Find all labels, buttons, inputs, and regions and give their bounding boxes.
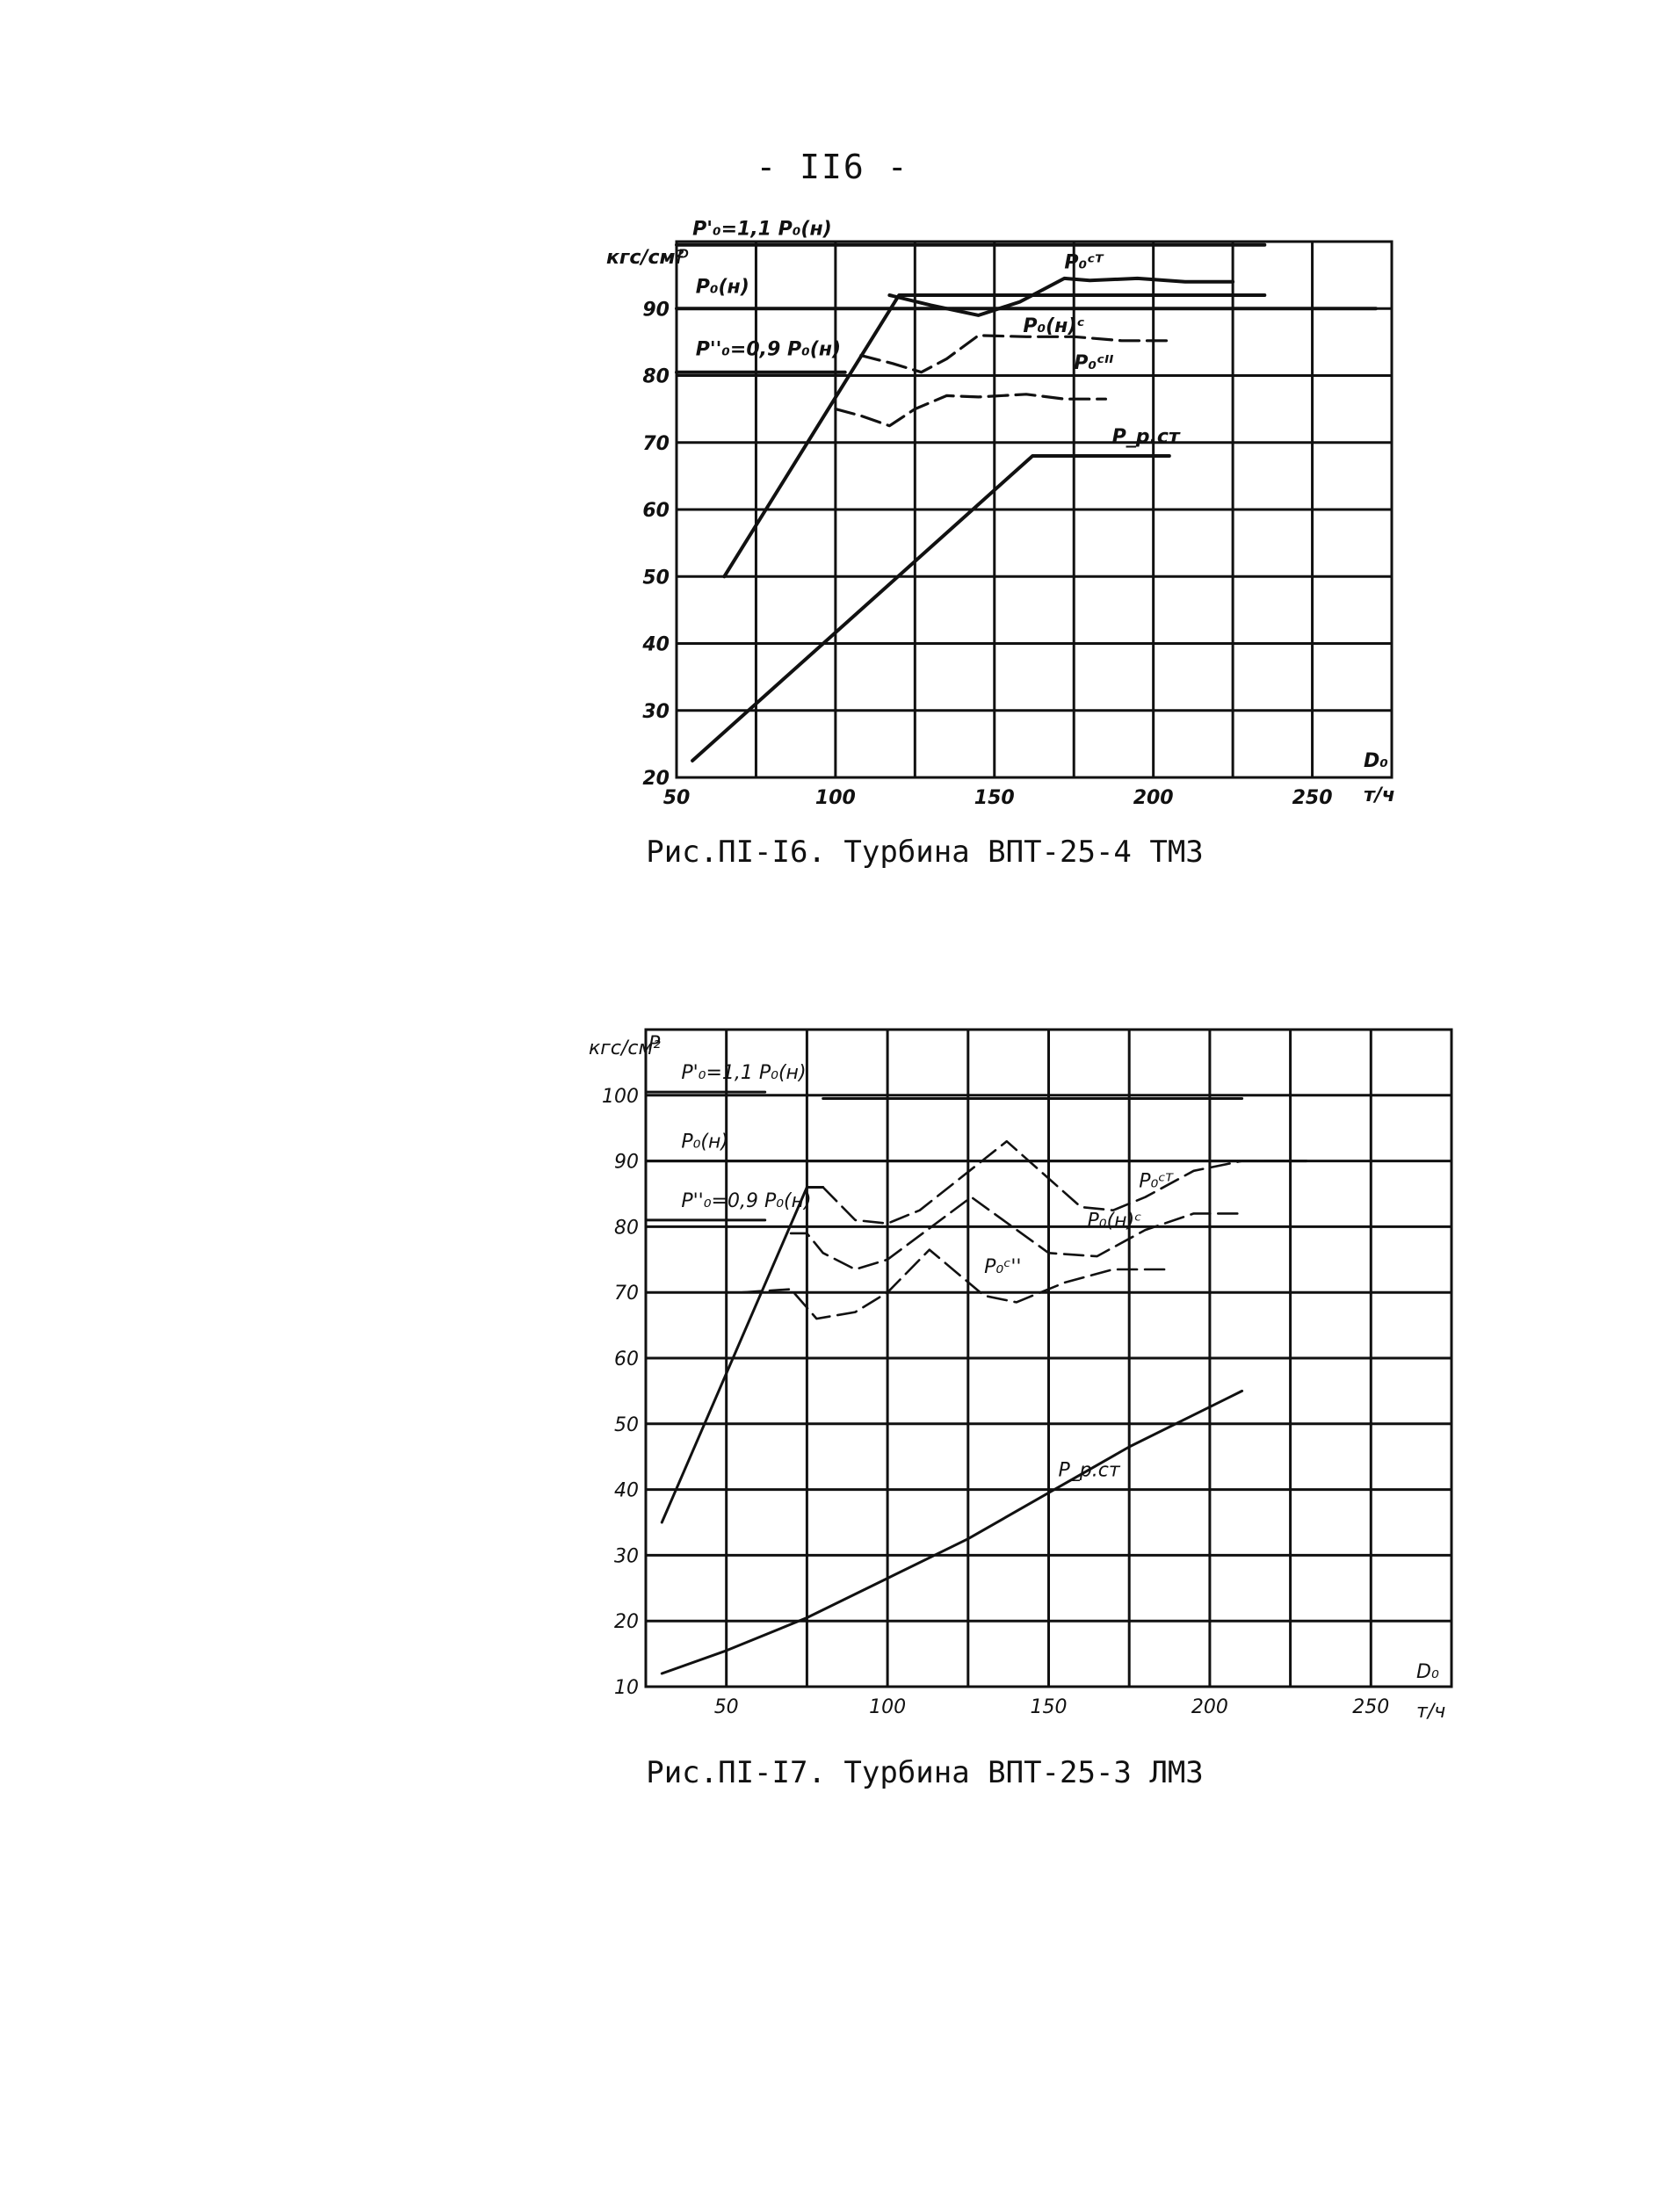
- series-line: [691, 454, 1171, 763]
- x-tick-label: 150: [1031, 1696, 1068, 1718]
- x-tick-label: 50: [663, 787, 691, 809]
- chart-1-caption: Рис.ПI-I6. Турбина ВПТ-25-4 ТМЗ: [646, 835, 1204, 870]
- series-label: P''₀=0,9 P₀(н): [696, 339, 841, 361]
- y-tick-label: 50: [642, 567, 670, 589]
- series-line: [887, 276, 1235, 317]
- x-tick-label: 150: [974, 787, 1015, 809]
- y-tick-label: 80: [614, 1217, 639, 1239]
- series-line: [660, 1186, 825, 1524]
- x-tick-label: 200: [1191, 1696, 1228, 1718]
- y-axis-unit: кгс/см²: [589, 1037, 661, 1059]
- page-number: - II6 -: [756, 148, 909, 186]
- series-label: P₀(н)ᶜ: [1023, 315, 1084, 337]
- series-line: [741, 1248, 1173, 1320]
- x-axis-symbol: D₀: [1416, 1661, 1439, 1683]
- y-axis-symbol: P: [648, 1033, 661, 1055]
- series-line: [859, 334, 1171, 374]
- series-label: P'₀=1,1 P₀(н): [681, 1062, 806, 1084]
- series-line: [822, 1139, 1308, 1225]
- x-tick-label: 100: [815, 787, 856, 809]
- series-label: P₀(н): [696, 277, 749, 299]
- series-label: P₀(н): [681, 1131, 728, 1153]
- y-tick-label: 90: [642, 299, 670, 321]
- series-line: [660, 1389, 1244, 1675]
- y-tick-label: 40: [614, 1480, 639, 1502]
- series-label: P₀(н)ᶜ: [1088, 1210, 1142, 1232]
- series-label: P_р.ст: [1112, 426, 1181, 448]
- x-tick-label: 250: [1292, 787, 1333, 809]
- y-axis-symbol: P: [677, 247, 689, 269]
- series-line: [834, 393, 1107, 428]
- x-axis-unit: т/ч: [1416, 1701, 1445, 1723]
- x-axis-unit: т/ч: [1364, 784, 1395, 806]
- y-tick-label: 30: [642, 701, 670, 723]
- y-tick-label: 20: [614, 1611, 639, 1633]
- y-tick-label: 100: [602, 1086, 639, 1108]
- series-label: P₀ᶜᵀ: [1139, 1171, 1174, 1193]
- series-label: P₀ᶜᵀ: [1064, 252, 1104, 274]
- series-label: P''₀=0,9 P₀(н): [681, 1190, 811, 1212]
- x-tick-label: 250: [1352, 1696, 1389, 1718]
- x-tick-label: 100: [869, 1696, 906, 1718]
- series-label: P₀ᶜᴵᴵ: [1074, 352, 1113, 374]
- x-tick-label: 200: [1133, 787, 1174, 809]
- chart-2-caption: Рис.ПI-I7. Турбина ВПТ-25-3 ЛМЗ: [646, 1755, 1204, 1790]
- y-tick-label: 70: [614, 1283, 639, 1305]
- y-tick-label: 60: [614, 1348, 639, 1370]
- series-line: [789, 1196, 1243, 1271]
- y-tick-label: 10: [614, 1677, 639, 1699]
- y-tick-label: 30: [614, 1545, 639, 1567]
- y-tick-label: 40: [641, 634, 670, 656]
- y-axis-unit: кгс/см²: [606, 247, 684, 269]
- series-line: [722, 293, 1267, 579]
- x-axis-symbol: D₀: [1364, 750, 1388, 772]
- y-tick-label: 60: [642, 500, 670, 522]
- series-label: P'₀=1,1 P₀(н): [692, 218, 832, 240]
- y-tick-label: 90: [614, 1152, 639, 1174]
- y-tick-label: 80: [642, 366, 670, 388]
- x-tick-label: 50: [714, 1696, 739, 1718]
- series-label: P₀ᶜ'': [984, 1256, 1021, 1278]
- y-tick-label: 70: [642, 433, 670, 455]
- y-tick-label: 50: [614, 1414, 639, 1436]
- chart-2-plot: 50 100 150 200 250 10 20 30 40 50 60 70 80 90 100 кгс/с…: [589, 1028, 1453, 1723]
- series-label: P_р.ст: [1059, 1460, 1121, 1482]
- y-tick-label: 20: [642, 768, 670, 790]
